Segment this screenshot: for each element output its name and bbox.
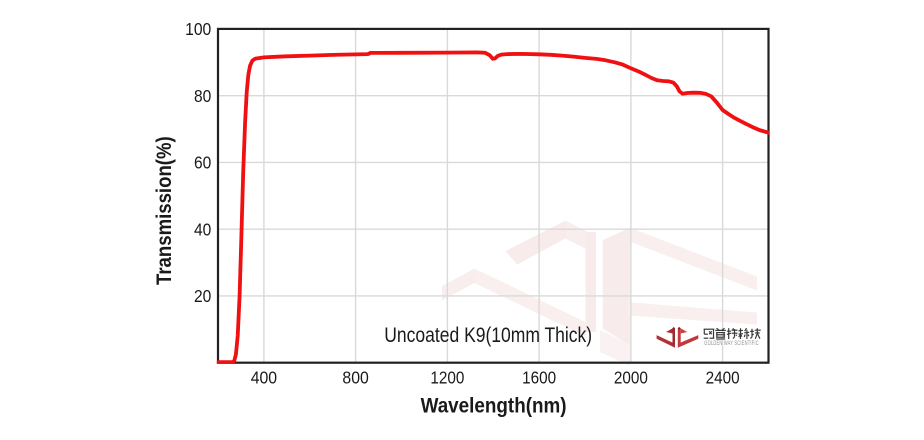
svg-text:40: 40 [194,220,212,240]
svg-text:Wavelength(nm): Wavelength(nm) [421,394,567,418]
svg-text:Uncoated K9(10mm Thick): Uncoated K9(10mm Thick) [384,324,592,347]
svg-text:100: 100 [185,19,211,39]
svg-text:80: 80 [194,86,212,106]
svg-text:60: 60 [194,153,212,173]
svg-text:2000: 2000 [614,367,648,387]
svg-text:GOLDEN WAY SCIENTIFIC: GOLDEN WAY SCIENTIFIC [704,340,759,347]
svg-text:400: 400 [251,367,278,387]
svg-text:20: 20 [194,286,212,306]
svg-text:800: 800 [342,367,369,387]
svg-text:1600: 1600 [522,367,556,387]
svg-text:1200: 1200 [430,367,464,387]
svg-text:Transmission(%): Transmission(%) [152,136,176,285]
svg-text:2400: 2400 [706,367,740,387]
